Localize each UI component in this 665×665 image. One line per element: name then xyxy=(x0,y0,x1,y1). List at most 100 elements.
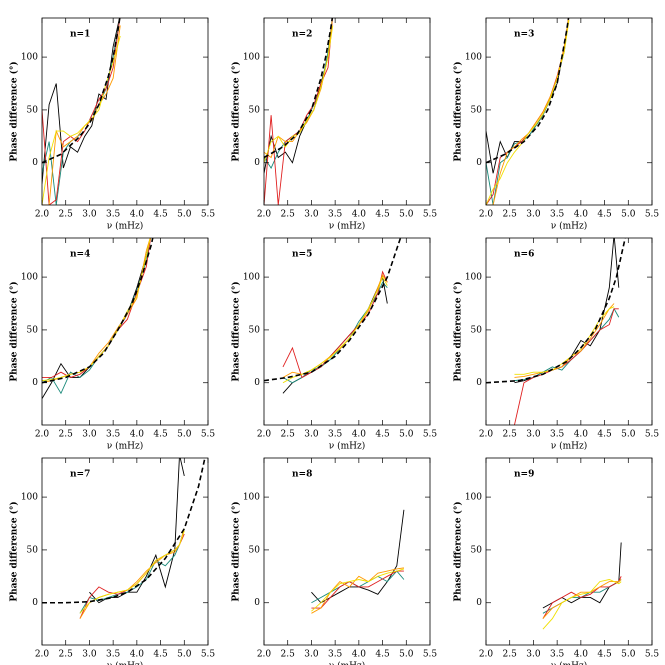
x-tick-label: 4.5 xyxy=(153,430,168,440)
y-tick-label: 50 xyxy=(471,105,483,115)
x-tick-label: 3.0 xyxy=(526,650,541,660)
x-tick-label: 3.5 xyxy=(328,430,343,440)
x-tick-label: 4.0 xyxy=(130,210,145,220)
x-tick-label: 3.0 xyxy=(526,210,541,220)
x-tick-label: 4.5 xyxy=(153,210,168,220)
axes-frame xyxy=(41,237,209,426)
y-tick-label: 0 xyxy=(476,598,482,608)
fit-line xyxy=(486,18,570,164)
series-line xyxy=(542,579,622,619)
series-line xyxy=(282,275,388,394)
x-tick-label: 3.0 xyxy=(304,210,319,220)
plot-area xyxy=(486,238,627,425)
x-tick-label: 5.5 xyxy=(645,210,660,220)
x-tick-label: 2.5 xyxy=(59,430,74,440)
series-line xyxy=(264,25,334,163)
x-tick-label: 5.5 xyxy=(645,650,660,660)
axes-frame xyxy=(41,457,209,646)
x-tick-label: 4.5 xyxy=(153,650,168,660)
x-tick-label: 2.5 xyxy=(503,210,518,220)
y-tick-label: 100 xyxy=(465,273,482,283)
y-tick-label: 100 xyxy=(243,493,260,503)
series-line xyxy=(79,530,185,614)
y-tick-label: 0 xyxy=(254,598,260,608)
series-line xyxy=(282,273,388,378)
x-tick-label: 5.0 xyxy=(621,650,636,660)
y-tick-label: 50 xyxy=(471,325,483,335)
series-line xyxy=(514,303,615,378)
y-axis-label: Phase difference (°) xyxy=(231,61,242,161)
x-axis-label: ν (mHz) xyxy=(107,221,143,232)
x-tick-label: 2.0 xyxy=(479,210,494,220)
y-tick-label: 100 xyxy=(21,493,38,503)
plot-area xyxy=(311,509,405,614)
x-tick-label: 3.5 xyxy=(550,430,565,440)
x-tick-label: 3.5 xyxy=(106,430,121,440)
y-tick-label: 0 xyxy=(476,158,482,168)
x-tick-label: 4.0 xyxy=(130,650,145,660)
y-tick-label: 50 xyxy=(249,545,261,555)
x-tick-label: 4.5 xyxy=(597,650,612,660)
panel: 2.0 2.5 3.0 3.5 4.0 4.5 5.0 5.5 0 50 100 ν (mHz) Pha… xyxy=(453,457,660,665)
y-tick-label: 50 xyxy=(27,105,39,115)
y-tick-label: 50 xyxy=(249,325,261,335)
series-line xyxy=(514,306,615,375)
x-tick-label: 4.5 xyxy=(375,210,390,220)
x-tick-label: 4.5 xyxy=(597,430,612,440)
y-tick-label: 100 xyxy=(243,53,260,63)
series-line xyxy=(282,276,388,384)
series-line xyxy=(542,579,622,630)
x-tick-label: 4.0 xyxy=(352,430,367,440)
series-line xyxy=(42,35,121,205)
series-line xyxy=(311,509,405,604)
axes-frame xyxy=(485,237,653,426)
panel: 2.0 2.5 3.0 3.5 4.0 4.5 5.0 5.5 0 50 100 ν (mHz) Pha… xyxy=(9,17,215,232)
x-axis-label: ν (mHz) xyxy=(551,661,587,665)
plot-area xyxy=(42,458,206,619)
series-line xyxy=(42,25,121,205)
x-axis-label: ν (mHz) xyxy=(107,661,143,665)
x-tick-label: 4.0 xyxy=(574,210,589,220)
x-tick-label: 2.0 xyxy=(257,210,272,220)
panel-annotation: n=4 xyxy=(70,250,90,260)
x-tick-label: 2.5 xyxy=(281,210,296,220)
x-tick-label: 3.0 xyxy=(526,430,541,440)
series-line xyxy=(311,568,405,612)
x-tick-label: 3.0 xyxy=(82,650,97,660)
x-tick-label: 5.0 xyxy=(177,650,192,660)
x-tick-label: 4.5 xyxy=(597,210,612,220)
series-line xyxy=(79,533,185,619)
panel-annotation: n=1 xyxy=(70,30,90,40)
y-tick-label: 100 xyxy=(21,273,38,283)
axes-frame xyxy=(263,457,431,646)
plot-area xyxy=(264,238,402,394)
series-line xyxy=(514,308,619,425)
y-tick-label: 0 xyxy=(476,378,482,388)
series-line xyxy=(42,18,121,205)
y-tick-label: 0 xyxy=(32,598,38,608)
series-line xyxy=(486,18,570,205)
panel: 2.0 2.5 3.0 3.5 4.0 4.5 5.0 5.5 0 50 100 ν (mHz) Pha… xyxy=(231,17,438,232)
x-axis-label: ν (mHz) xyxy=(551,441,587,452)
x-tick-label: 5.5 xyxy=(201,430,216,440)
x-tick-label: 5.0 xyxy=(177,210,192,220)
x-tick-label: 2.5 xyxy=(281,430,296,440)
panel: 2.0 2.5 3.0 3.5 4.0 4.5 5.0 5.5 0 50 100 ν (mHz) Pha… xyxy=(9,237,216,452)
x-tick-label: 2.0 xyxy=(479,650,494,660)
series-line xyxy=(542,542,622,609)
x-tick-label: 4.0 xyxy=(130,430,145,440)
x-tick-label: 5.5 xyxy=(423,210,438,220)
y-axis-label: Phase difference (°) xyxy=(9,281,20,381)
y-tick-label: 100 xyxy=(243,273,260,283)
panel-annotation: n=9 xyxy=(514,470,534,480)
y-axis-label: Phase difference (°) xyxy=(9,501,20,601)
x-tick-label: 5.0 xyxy=(621,210,636,220)
panel-annotation: n=7 xyxy=(70,470,90,480)
y-tick-label: 0 xyxy=(254,158,260,168)
x-tick-label: 4.5 xyxy=(375,650,390,660)
fit-line xyxy=(264,238,402,382)
series-line xyxy=(486,18,570,205)
panel-annotation: n=6 xyxy=(514,250,534,260)
y-tick-label: 50 xyxy=(249,105,261,115)
